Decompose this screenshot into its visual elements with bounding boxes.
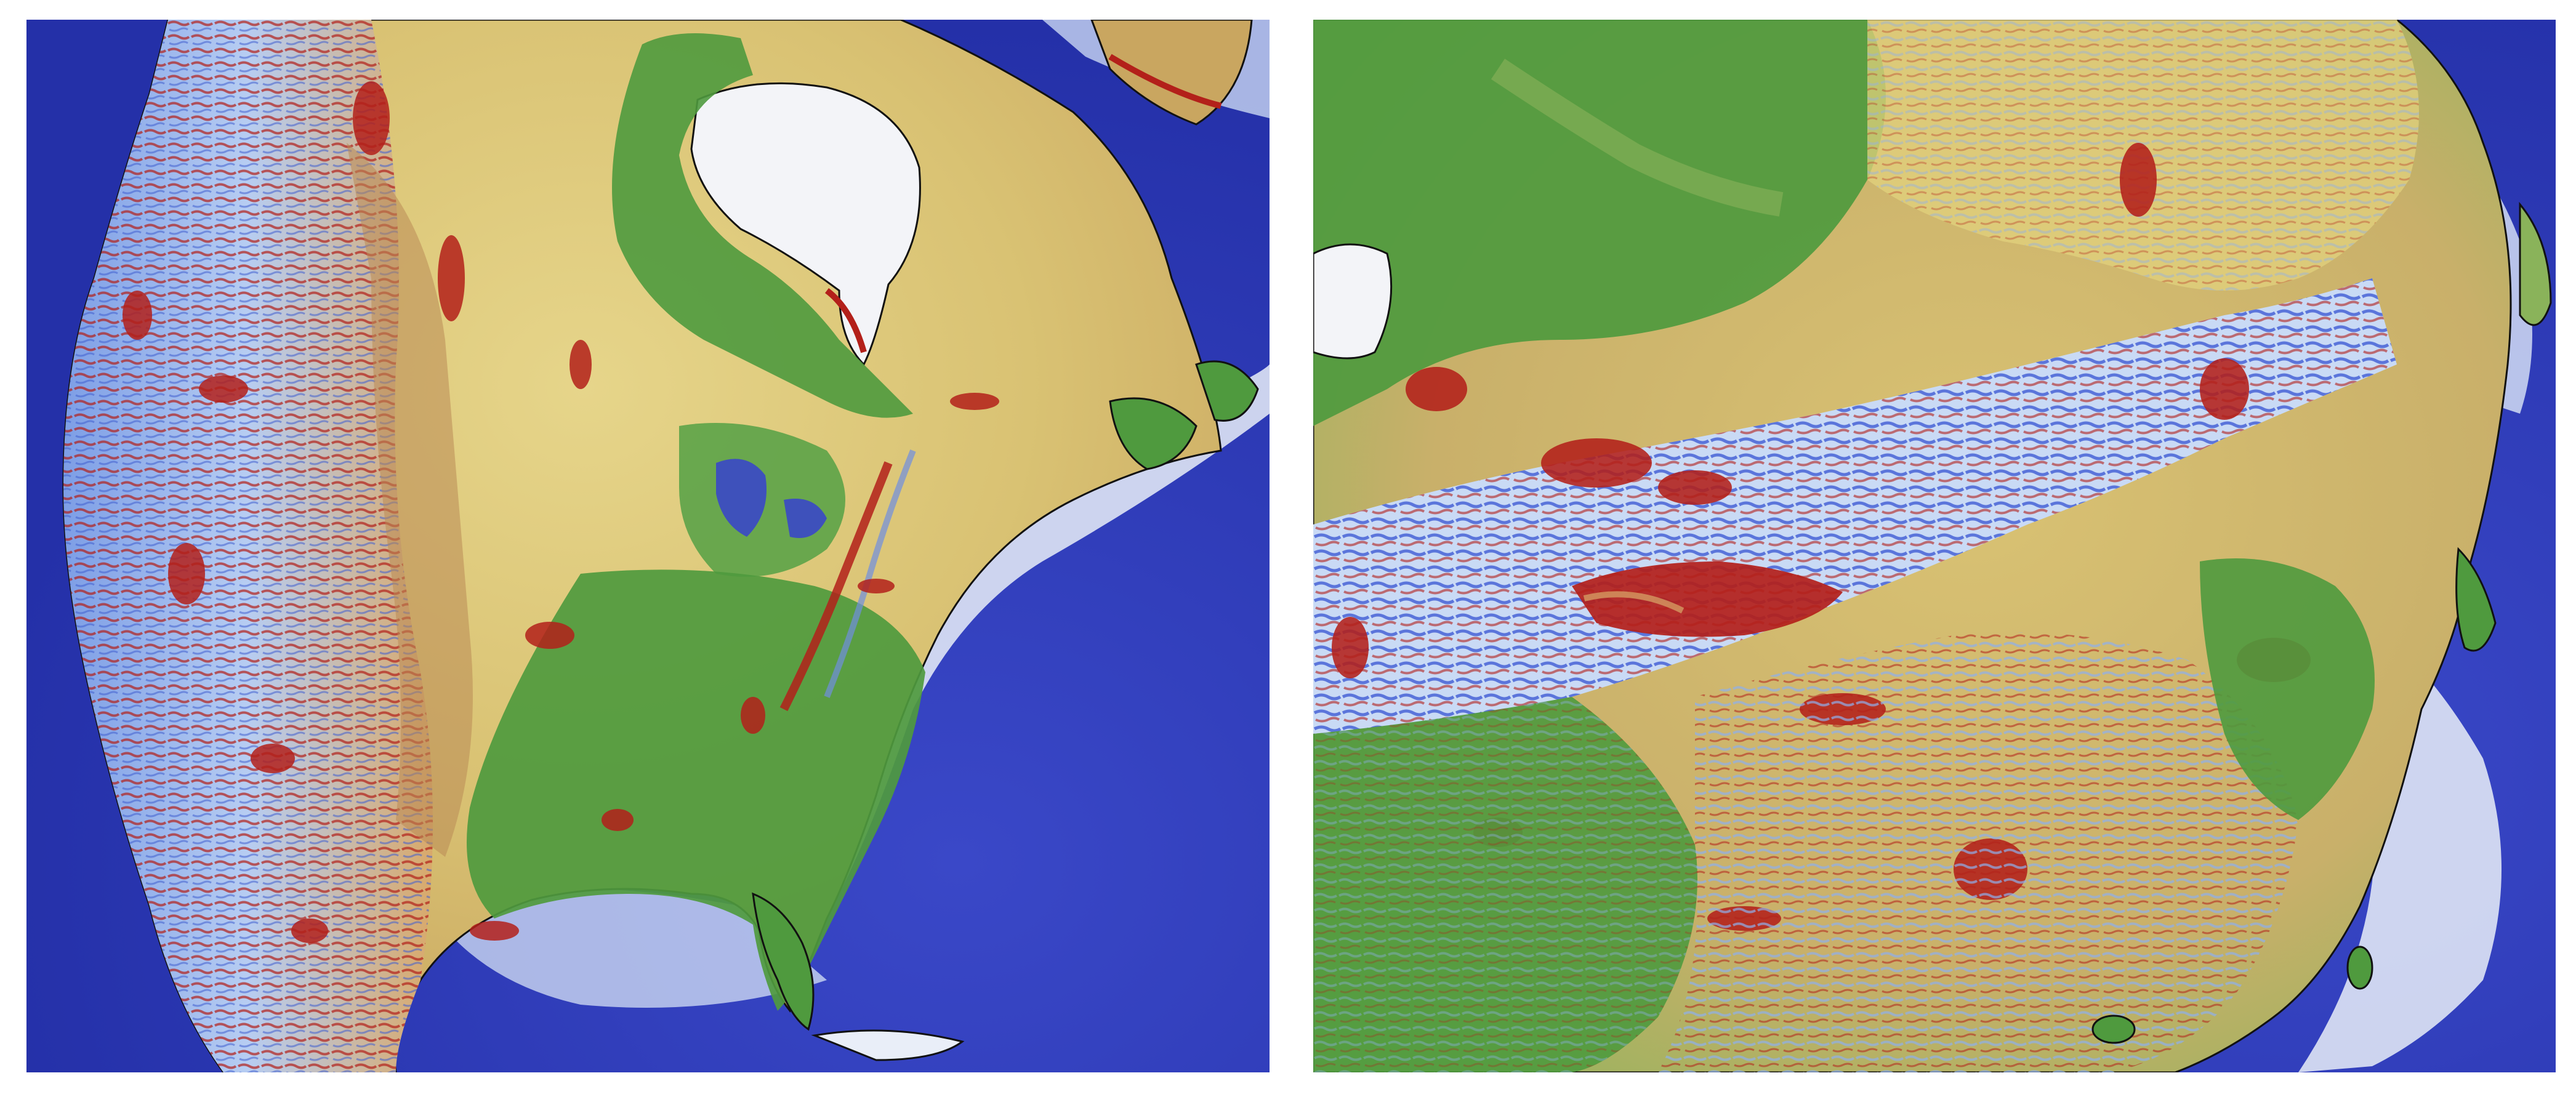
north-america-map xyxy=(26,20,1270,1072)
asia-map xyxy=(1313,20,2556,1072)
north-america-map-graphic xyxy=(26,20,1270,1072)
asia-map-graphic xyxy=(1313,20,2556,1072)
